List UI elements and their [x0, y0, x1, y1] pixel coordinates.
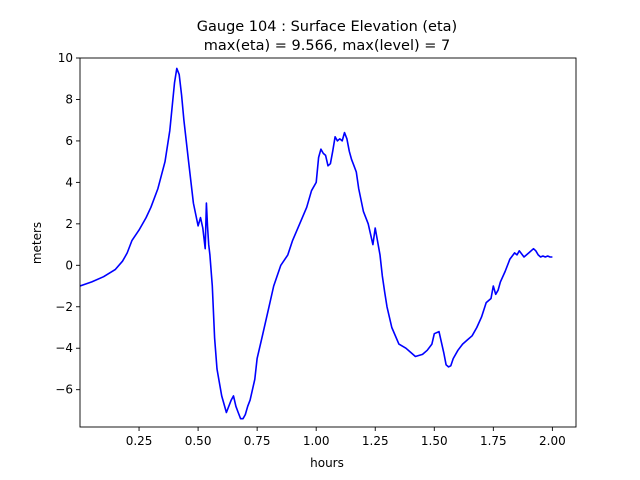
x-tick-label: 0.75 — [244, 434, 271, 448]
y-tick-label: −4 — [55, 341, 73, 355]
y-tick-label: 4 — [65, 175, 73, 189]
y-tick-label: 8 — [65, 92, 73, 106]
y-axis-label: meters — [30, 222, 44, 264]
plot-area: 0.25 0.50 0.75 1.00 1.25 1.50 1.75 2.00 −6 −4 −2 0 2… — [55, 51, 577, 448]
x-tick-label: 0.50 — [185, 434, 212, 448]
x-tick-label: 1.75 — [480, 434, 507, 448]
x-axis-label: hours — [310, 456, 344, 470]
chart-title-line-1: Gauge 104 : Surface Elevation (eta) — [197, 19, 457, 35]
y-tick-label: −6 — [55, 383, 73, 397]
series-line-0 — [80, 67, 553, 420]
x-tick-label: 1.25 — [362, 434, 389, 448]
y-tick-label: 6 — [65, 134, 73, 148]
axes-frame — [79, 57, 577, 428]
chart-title-line-2: max(eta) = 9.566, max(level) = 7 — [204, 38, 450, 54]
x-tick-label: 1.50 — [421, 434, 448, 448]
y-tick-label: 2 — [65, 217, 73, 231]
y-tick-label: 10 — [58, 51, 73, 65]
y-tick-label: 0 — [65, 258, 73, 272]
x-tick-label: 1.00 — [303, 434, 330, 448]
x-tick-label: 0.25 — [126, 434, 153, 448]
y-tick-label: −2 — [55, 300, 73, 314]
x-tick-label: 2.00 — [539, 434, 566, 448]
